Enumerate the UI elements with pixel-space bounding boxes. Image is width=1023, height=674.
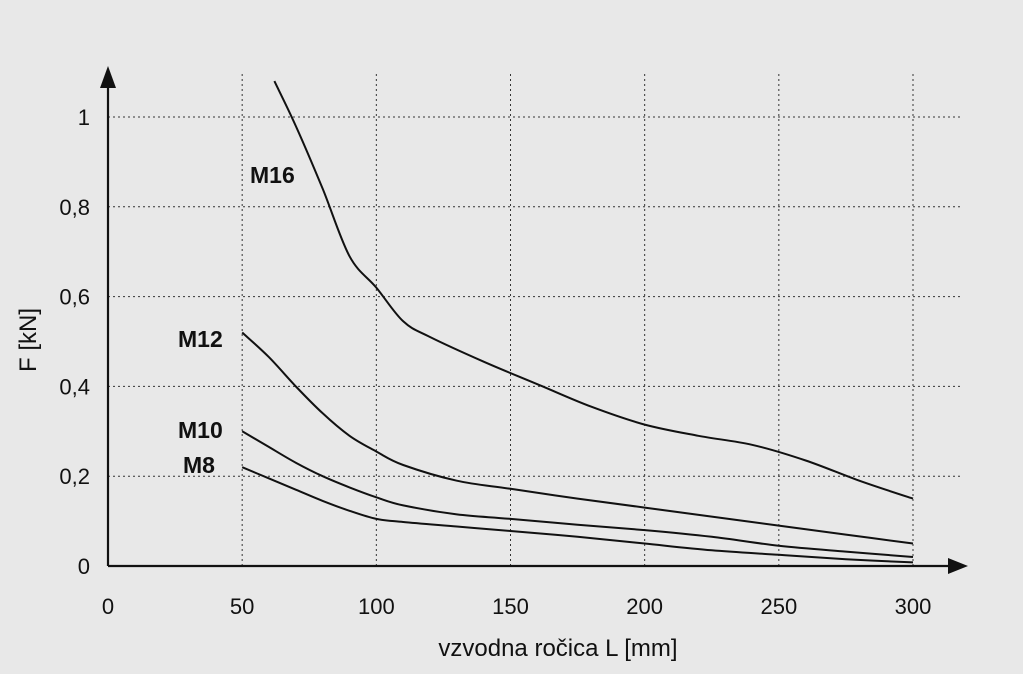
x-tick-label: 150 [492, 594, 529, 619]
series-line-m12 [241, 331, 914, 545]
series-label-m16: M16 [250, 162, 295, 188]
grid [108, 72, 960, 566]
y-tick-label: 0,8 [59, 195, 90, 220]
y-axis-arrow-icon [100, 66, 116, 88]
y-tick-label: 1 [78, 105, 90, 130]
y-tick-label: 0,2 [59, 464, 90, 489]
x-tick-label: 250 [760, 594, 797, 619]
x-tick-label: 0 [102, 594, 114, 619]
series-lines [241, 80, 914, 564]
x-tick-label: 100 [358, 594, 395, 619]
series-line-m8 [241, 466, 914, 564]
x-tick-label: 50 [230, 594, 254, 619]
series-line-m16 [273, 80, 914, 500]
x-axis-title: vzvodna ročica L [mm] [438, 635, 677, 662]
x-axis-arrow-icon [948, 558, 968, 574]
tick-labels: 0 50 100 150 200 250 300 0 0,2 0,4 0,6 0,8 1 [59, 105, 931, 619]
y-tick-label: 0 [78, 554, 90, 579]
axes [100, 66, 968, 574]
y-tick-label: 0,6 [59, 285, 90, 310]
x-tick-label: 300 [895, 594, 932, 619]
series-line-m10 [241, 430, 914, 558]
series-label-m10: M10 [178, 417, 223, 443]
y-axis-title: F [kN] [15, 308, 42, 372]
y-tick-label: 0,4 [59, 374, 90, 399]
x-tick-label: 200 [626, 594, 663, 619]
series-label-m8: M8 [183, 452, 215, 478]
series-label-m12: M12 [178, 326, 223, 352]
